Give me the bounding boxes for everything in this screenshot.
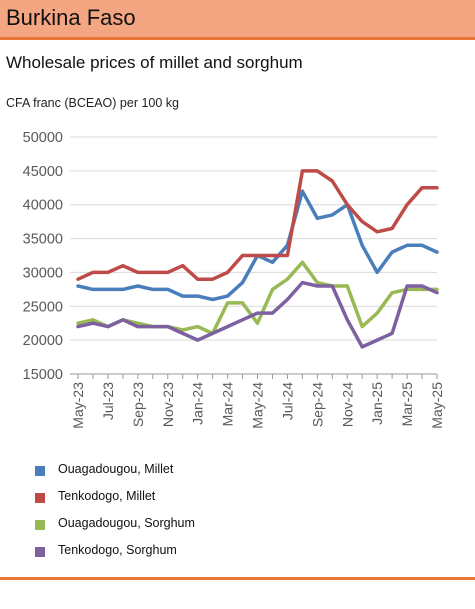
legend-label: Tenkodogo, Millet [58,489,156,503]
y-tick-label: 40000 [23,198,63,214]
x-tick-label: Mar-25 [399,382,415,427]
series-line-2 [76,169,439,281]
x-tick-label: Mar-24 [220,382,236,427]
chart-title: Wholesale prices of millet and sorghum [6,53,303,72]
legend-label: Ouagadougou, Millet [58,462,174,476]
x-tick-label: Jul-23 [100,382,116,420]
y-tick-label: 45000 [23,164,63,180]
y-axis-unit-label: CFA franc (BCEAO) per 100 kg [6,96,179,110]
series-line-4 [76,280,439,349]
x-tick-label: Jan-25 [369,382,385,425]
x-tick-label: Sep-23 [130,382,146,427]
series-line-1 [76,189,439,302]
legend-swatch [35,466,45,476]
x-tick-label: May-23 [70,382,86,429]
x-tick-label: Nov-24 [339,382,355,427]
country-title: Burkina Faso [6,5,136,30]
y-tick-label: 30000 [23,265,63,281]
footer-divider [0,577,475,580]
legend-label: Ouagadougou, Sorghum [58,516,195,530]
legend-label: Tenkodogo, Sorghum [58,543,177,557]
legend-swatch [35,493,45,503]
y-tick-label: 50000 [23,130,63,146]
y-tick-label: 25000 [23,299,63,315]
line-chart: 15000 20000 25000 30000 35000 40000 45000 50000… [23,130,445,429]
x-tick-label: Jul-24 [279,382,295,420]
x-tick-label: May-25 [429,382,445,429]
x-tick-label: May-24 [250,382,266,429]
y-tick-label: 35000 [23,232,63,248]
series-line-3 [76,260,439,336]
x-tick-label: Jan-24 [190,382,206,425]
country-header: Burkina Faso [0,0,475,40]
legend-swatch [35,547,45,557]
x-tick-label: Nov-23 [160,382,176,427]
y-tick-label: 15000 [23,367,63,383]
x-tick-label: Sep-24 [309,382,325,427]
y-tick-label: 20000 [23,333,63,349]
legend-swatch [35,520,45,530]
